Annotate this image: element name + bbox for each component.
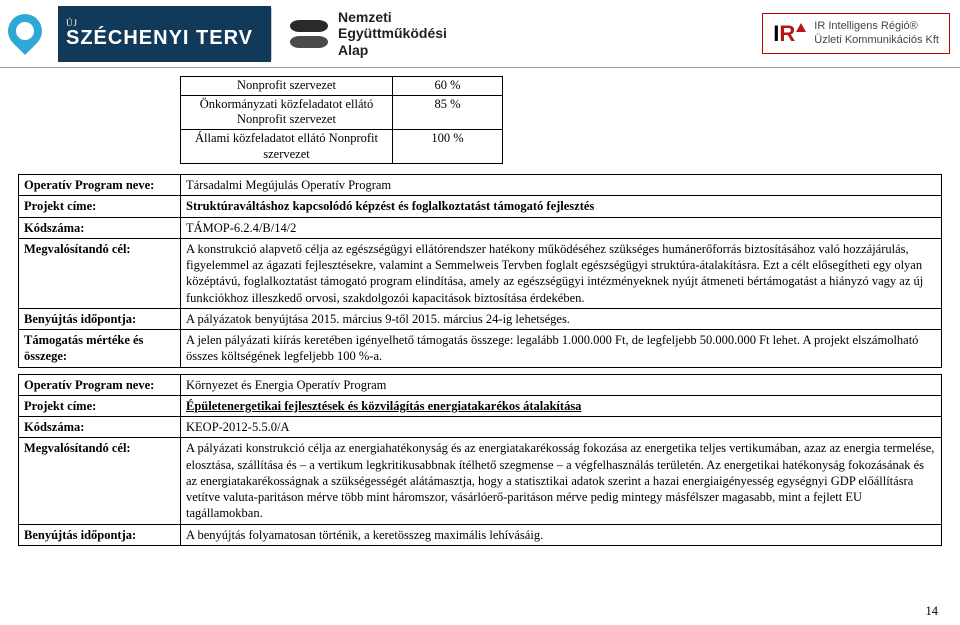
row-op: Operatív Program neve: Környezet és Ener…	[19, 374, 942, 395]
value-code: KEOP-2012-5.5.0/A	[181, 417, 942, 438]
pin-2020-icon	[8, 10, 46, 58]
percent-table: Nonprofit szervezet 60 % Önkormányzati k…	[180, 76, 503, 164]
nea-icon	[290, 20, 328, 48]
row-op: Operatív Program neve: Társadalmi Megúju…	[19, 175, 942, 196]
label-deadline: Benyújtás időpontja:	[19, 524, 181, 545]
label-goal: Megvalósítandó cél:	[19, 438, 181, 524]
cell-pct2: 85 %	[393, 95, 503, 129]
value-op: Társadalmi Megújulás Operatív Program	[181, 175, 942, 196]
table-row: Nonprofit szervezet 60 %	[181, 77, 503, 96]
label-deadline: Benyújtás időpontja:	[19, 308, 181, 329]
nea-logo: Nemzeti Együttműködési Alap	[272, 9, 465, 57]
ir-logo-box: IR IR Intelligens Régió® Üzleti Kommunik…	[762, 13, 950, 53]
ir-line2: Üzleti Kommunikációs Kft	[814, 34, 939, 47]
value-deadline: A benyújtás folyamatosan történik, a ker…	[181, 524, 942, 545]
value-title: Épületenergetikai fejlesztések és közvil…	[181, 395, 942, 416]
cell-org2: Önkormányzati közfeladatot ellátó Nonpro…	[181, 95, 393, 129]
label-code: Kódszáma:	[19, 417, 181, 438]
value-goal: A konstrukció alapvető célja az egészség…	[181, 238, 942, 308]
row-goal: Megvalósítandó cél: A pályázati konstruk…	[19, 438, 942, 524]
page-number: 14	[926, 604, 939, 619]
label-amount: Támogatás mértéke és összege:	[19, 330, 181, 368]
nea-line1: Nemzeti	[338, 9, 447, 25]
row-goal: Megvalósítandó cél: A konstrukció alapve…	[19, 238, 942, 308]
label-title: Projekt címe:	[19, 395, 181, 416]
row-code: Kódszáma: KEOP-2012-5.5.0/A	[19, 417, 942, 438]
row-deadline: Benyújtás időpontja: A benyújtás folyama…	[19, 524, 942, 545]
cell-org1: Nonprofit szervezet	[181, 77, 393, 96]
nea-line3: Alap	[338, 42, 447, 58]
cell-pct1: 60 %	[393, 77, 503, 96]
page-header: ÚJ SZÉCHENYI TERV Nemzeti Együttműködési…	[0, 0, 960, 68]
row-amount: Támogatás mértéke és összege: A jelen pá…	[19, 330, 942, 368]
value-op: Környezet és Energia Operatív Program	[181, 374, 942, 395]
page-content: Nonprofit szervezet 60 % Önkormányzati k…	[0, 68, 960, 546]
value-deadline: A pályázatok benyújtása 2015. március 9-…	[181, 308, 942, 329]
nea-line2: Együttműködési	[338, 25, 447, 41]
triangle-icon	[796, 23, 806, 32]
project-block-1: Operatív Program neve: Társadalmi Megúju…	[18, 174, 942, 368]
ir-line1: IR Intelligens Régió®	[814, 20, 939, 33]
label-op: Operatív Program neve:	[19, 374, 181, 395]
szechenyi-main: SZÉCHENYI TERV	[66, 28, 253, 48]
szechenyi-2020-logo	[0, 0, 58, 67]
table-row: Állami közfeladatot ellátó Nonprofit sze…	[181, 129, 503, 163]
label-title: Projekt címe:	[19, 196, 181, 217]
nea-text: Nemzeti Együttműködési Alap	[338, 9, 447, 57]
value-amount: A jelen pályázati kiírás keretében igény…	[181, 330, 942, 368]
cell-pct3: 100 %	[393, 129, 503, 163]
row-title: Projekt címe: Struktúraváltáshoz kapcsol…	[19, 196, 942, 217]
value-code: TÁMOP-6.2.4/B/14/2	[181, 217, 942, 238]
szechenyi-terv-logo: ÚJ SZÉCHENYI TERV	[58, 6, 271, 62]
project-block-2: Operatív Program neve: Környezet és Ener…	[18, 374, 942, 546]
cell-org3: Állami közfeladatot ellátó Nonprofit sze…	[181, 129, 393, 163]
ir-r: R	[779, 21, 795, 46]
label-goal: Megvalósítandó cél:	[19, 238, 181, 308]
label-op: Operatív Program neve:	[19, 175, 181, 196]
value-title: Struktúraváltáshoz kapcsolódó képzést és…	[181, 196, 942, 217]
ir-text: IR Intelligens Régió® Üzleti Kommunikáci…	[814, 20, 939, 46]
label-code: Kódszáma:	[19, 217, 181, 238]
value-goal: A pályázati konstrukció célja az energia…	[181, 438, 942, 524]
ir-logo-text: IR	[773, 21, 806, 47]
row-title: Projekt címe: Épületenergetikai fejleszt…	[19, 395, 942, 416]
table-row: Önkormányzati közfeladatot ellátó Nonpro…	[181, 95, 503, 129]
row-code: Kódszáma: TÁMOP-6.2.4/B/14/2	[19, 217, 942, 238]
row-deadline: Benyújtás időpontja: A pályázatok benyúj…	[19, 308, 942, 329]
